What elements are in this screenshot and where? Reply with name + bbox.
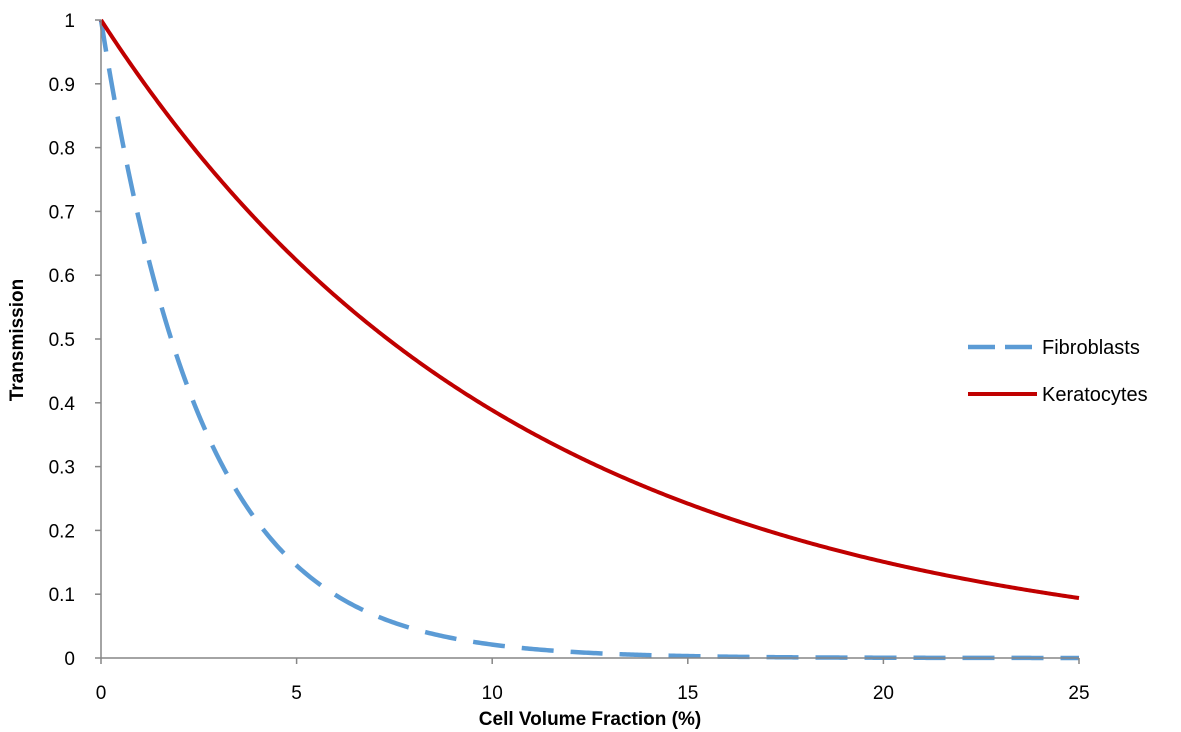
legend-label-fibroblasts: Fibroblasts xyxy=(1042,337,1140,359)
series-line-keratocytes xyxy=(99,18,1080,601)
y-tick-label: 0.6 xyxy=(49,266,75,287)
x-tick-label: 5 xyxy=(291,683,302,704)
y-tick-label: 0.5 xyxy=(49,330,75,351)
y-tick-label: 0 xyxy=(64,649,75,670)
legend-label-keratocytes: Keratocytes xyxy=(1042,384,1148,406)
legend: Fibroblasts Keratocytes xyxy=(968,337,1148,406)
y-tick-label: 1 xyxy=(64,11,75,32)
y-tick-label: 0.4 xyxy=(49,394,76,415)
x-tick-label: 10 xyxy=(482,683,503,704)
y-tick-label: 0.9 xyxy=(49,75,75,96)
y-ticks: 0 0.1 0.2 0.3 0.4 0.5 0.6 0.7 0.8 0.9 1 xyxy=(49,11,101,670)
y-tick-label: 0.3 xyxy=(49,458,75,479)
y-tick-label: 0.2 xyxy=(49,521,75,542)
y-tick-label: 0.7 xyxy=(49,202,75,223)
x-tick-label: 0 xyxy=(96,683,107,704)
y-tick-label: 0.1 xyxy=(49,585,75,606)
x-tick-label: 15 xyxy=(677,683,698,704)
series-line-fibroblasts xyxy=(98,19,1079,661)
x-tick-label: 20 xyxy=(873,683,894,704)
y-tick-label: 0.8 xyxy=(49,139,75,160)
x-axis-title: Cell Volume Fraction (%) xyxy=(479,709,701,730)
y-axis-title: Transmission xyxy=(7,279,28,402)
x-tick-label: 25 xyxy=(1068,683,1089,704)
x-ticks: 0 5 10 15 20 25 xyxy=(96,658,1090,704)
plot-lines xyxy=(98,18,1080,661)
